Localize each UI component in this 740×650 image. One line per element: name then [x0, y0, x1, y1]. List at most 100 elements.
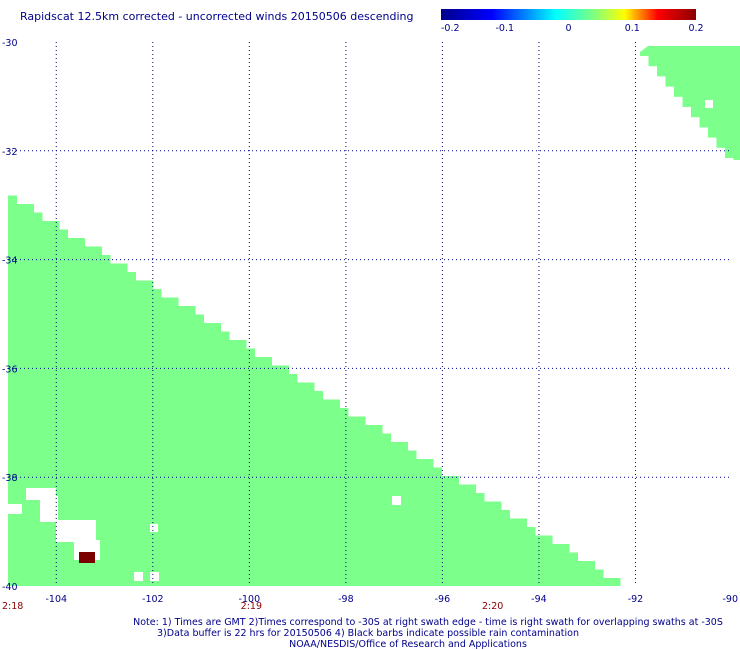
swath-cell	[543, 535, 553, 586]
swath-cell	[42, 221, 51, 586]
colorbar-tick-label: -0.2	[441, 23, 460, 34]
swath-cell	[16, 204, 26, 586]
swath-cell	[390, 442, 400, 586]
x-tick-label: -102	[142, 594, 164, 605]
plot-area	[8, 42, 740, 586]
y-tick-label: -34	[2, 256, 18, 267]
swath-cell	[8, 195, 17, 586]
time-labels: 2:18 2:19 2:20	[2, 601, 503, 612]
swath-gap	[150, 524, 158, 532]
swath-cell	[501, 510, 510, 586]
swath-cell	[263, 357, 272, 586]
x-tick-label: -104	[45, 594, 67, 605]
swath-cell	[203, 323, 213, 586]
x-tick-label: -94	[531, 594, 547, 605]
colorbar	[441, 9, 696, 20]
y-tick-label: -30	[2, 38, 18, 49]
swath-cell	[484, 501, 493, 586]
swath-gap	[56, 520, 96, 542]
swath-cell	[339, 408, 349, 586]
swath-cell	[76, 238, 85, 586]
swath-cell	[373, 425, 383, 586]
swath-cell	[246, 348, 255, 586]
swath-cell	[657, 46, 666, 77]
swath-cell	[161, 297, 170, 586]
colorbar-tick-label: 0	[565, 23, 571, 34]
x-tick-label: -98	[338, 594, 354, 605]
swath-cell	[212, 323, 221, 586]
swath-cell	[59, 229, 68, 586]
colorbar-ticks: -0.2 -0.1 0 0.1 0.2	[441, 23, 704, 34]
swath-cell	[467, 484, 476, 586]
swath-cell	[492, 501, 502, 586]
time-label: 2:20	[482, 601, 503, 612]
swath-cell	[458, 484, 468, 586]
x-axis-ticks: -104 -102 -100 -98 -96 -94 -92 -90	[45, 594, 738, 605]
swath-gap	[392, 496, 401, 505]
swath-gap	[640, 46, 648, 52]
swath-cell	[348, 416, 357, 586]
swath-cell	[416, 459, 425, 586]
swath-gap	[134, 572, 143, 581]
swath-cell	[186, 306, 196, 586]
swath-cell	[560, 544, 570, 586]
swath-cell	[586, 561, 595, 586]
swath-cell	[254, 357, 264, 586]
swath-cell	[314, 391, 323, 586]
swath-cell	[33, 212, 43, 586]
swath-cell	[569, 552, 578, 586]
swath-gap	[40, 496, 58, 522]
swath-cell	[237, 340, 247, 586]
swath-cell	[110, 263, 119, 586]
colorbar-tick-label: 0.2	[688, 23, 703, 34]
swath-cell	[135, 280, 145, 586]
swath-cell	[577, 561, 587, 586]
swath-cell	[441, 476, 451, 586]
x-tick-label: -92	[628, 594, 644, 605]
swath-cell	[101, 255, 111, 586]
chart-title: Rapidscat 12.5km corrected - uncorrected…	[20, 10, 413, 23]
note-line-3: NOAA/NESDIS/Office of Research and Appli…	[289, 639, 527, 650]
y-tick-label: -38	[2, 473, 18, 484]
swath-cell	[271, 365, 281, 586]
swath-cell	[305, 382, 315, 586]
swath-cell	[640, 46, 649, 56]
swath-cell	[674, 46, 683, 97]
swath-cell	[407, 450, 417, 586]
swath-cell	[708, 46, 717, 138]
swath-cell	[288, 374, 298, 586]
swath-cell	[552, 544, 561, 586]
swath-cell	[195, 314, 204, 586]
swath-cell	[682, 46, 692, 107]
swath-cell	[67, 238, 77, 586]
swath-cell	[297, 382, 306, 586]
swath-cell	[725, 46, 734, 158]
x-tick-label: -96	[435, 594, 451, 605]
time-label: 2:18	[2, 601, 23, 612]
swath-cell	[526, 527, 536, 586]
note-line-1: Note: 1) Times are GMT 2)Times correspon…	[133, 617, 723, 628]
note-line-2: 3)Data buffer is 22 hrs for 20150506 4) …	[157, 628, 579, 639]
swath-cell	[665, 46, 675, 87]
swath-cell	[118, 263, 128, 586]
grid-lines	[8, 42, 732, 586]
swath-cell	[50, 221, 60, 586]
swath-cell	[433, 467, 442, 586]
swath-cell	[518, 518, 527, 586]
swath-cell	[127, 272, 136, 586]
swath-cell	[535, 535, 544, 586]
swath-cell	[450, 476, 459, 586]
y-tick-label: -36	[2, 364, 18, 375]
swath-cell	[594, 569, 604, 586]
swath-cell	[509, 518, 519, 586]
swath-cell	[229, 340, 238, 586]
swath-cell	[356, 416, 366, 586]
swath-cell	[733, 46, 740, 160]
swath-cell	[716, 46, 726, 148]
colorbar-tick-label: 0.1	[625, 23, 640, 34]
high-value-cell	[79, 552, 95, 563]
swath-cell	[93, 246, 102, 586]
swath-cell	[382, 433, 391, 586]
swath-cell	[169, 297, 179, 586]
